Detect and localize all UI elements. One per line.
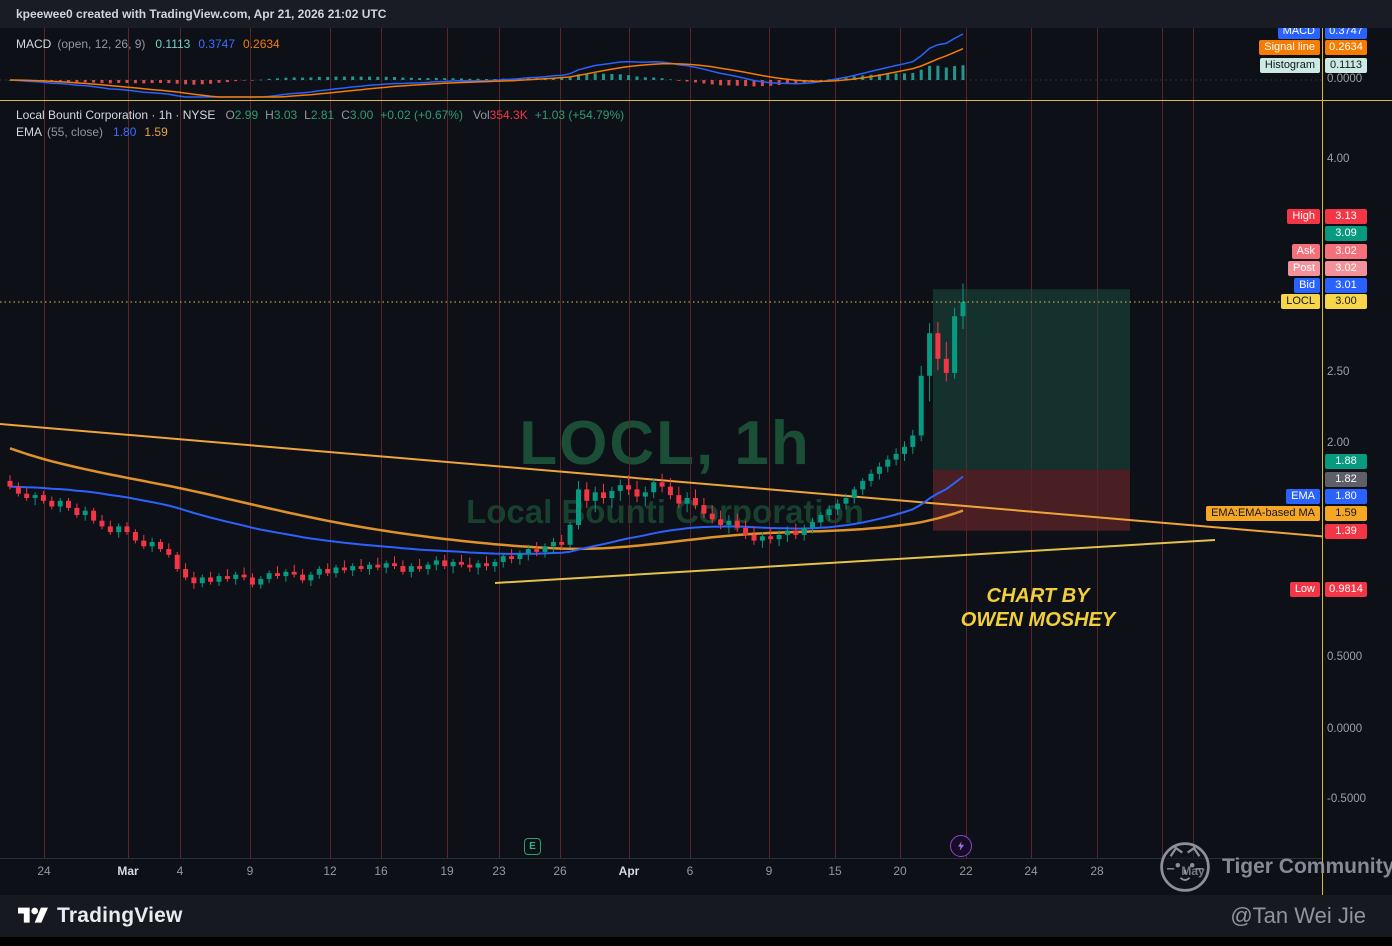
time-axis-label: 26 [553, 864, 567, 878]
time-axis-label: 16 [374, 864, 388, 878]
legend-token: 2.81 [310, 108, 335, 122]
attribution-bar: kpeewee0 created with TradingView.com, A… [0, 0, 1392, 28]
earnings-letter: E [529, 841, 536, 852]
macd-histogram [8, 65, 965, 87]
pane-separator [0, 100, 1392, 101]
community-label: Tiger Community [1222, 855, 1392, 878]
attribution-text: kpeewee0 created with TradingView.com, A… [16, 7, 387, 21]
time-axis-label: May [1181, 864, 1204, 878]
time-axis-label: 9 [246, 864, 254, 878]
vertical-gridline [1162, 28, 1163, 858]
vertical-gridline [690, 28, 691, 858]
time-axis-label: 9 [765, 864, 773, 878]
symbol-legend: Local Bounti Corporation · 1h · NYSE O2.9… [16, 108, 624, 122]
legend-token: 0.2634 [243, 37, 280, 51]
lightning-bolt-glyph [958, 841, 964, 851]
legend-token: 0.1113 [155, 37, 191, 51]
legend-token: 1.80 [113, 125, 137, 139]
tradingview-logo[interactable] [18, 904, 48, 928]
legend-token: 3.03 [273, 108, 298, 122]
legend-token: Vol [472, 108, 490, 122]
macd-pane[interactable] [0, 28, 1322, 100]
time-axis-label: 4 [176, 864, 184, 878]
annotation-line1: CHART BY [986, 585, 1090, 607]
legend-token: 2.99 [234, 108, 259, 122]
legend-token: L [304, 108, 311, 122]
time-axis-label: 20 [893, 864, 907, 878]
legend-token: (55, close) [47, 125, 104, 139]
legend-token: 3.00 [349, 108, 374, 122]
price-pane[interactable] [0, 100, 1322, 858]
vertical-gridline [44, 28, 45, 858]
tiger-logo-icon [1160, 842, 1210, 892]
time-axis-label: 19 [440, 864, 454, 878]
macd-legend: MACD (open, 12, 26, 9) 0.1113 0.3747 0.2634 [16, 37, 280, 51]
time-axis-separator [0, 858, 1322, 859]
lightning-icon[interactable] [950, 835, 972, 857]
legend-token: +0.02 (+0.67%) [380, 108, 463, 122]
time-axis-label: 24 [1024, 864, 1038, 878]
time-axis-label: 15 [828, 864, 842, 878]
ema-based-ma-line [9, 447, 964, 551]
macd-signal-line [9, 48, 964, 98]
earnings-icon[interactable]: E [524, 838, 541, 855]
macd-line [9, 33, 964, 98]
time-axis-label: 22 [959, 864, 973, 878]
time-axis-label: 6 [686, 864, 694, 878]
legend-token: (open, 12, 26, 9) [57, 37, 146, 51]
legend-token: H [265, 108, 274, 122]
time-axis-label: 28 [1090, 864, 1104, 878]
legend-token: 354.3K [489, 108, 528, 122]
footer-bar: TradingView @Tan Wei Jie [0, 895, 1392, 937]
legend-token: MACD [16, 37, 52, 51]
time-axis-label: Apr [618, 864, 640, 878]
price-axis[interactable] [1322, 28, 1392, 895]
chart-annotation: CHART BY OWEN MOSHEY [902, 584, 1174, 632]
vertical-gridline [128, 28, 129, 858]
legend-token: 1.59 [144, 125, 168, 139]
time-axis-label: 12 [323, 864, 337, 878]
candles [7, 283, 966, 589]
annotation-line2: OWEN MOSHEY [960, 609, 1116, 631]
vertical-gridline [769, 28, 770, 858]
position-target-box [933, 289, 1130, 470]
vertical-gridline [499, 28, 500, 858]
user-handle: @Tan Wei Jie [1230, 903, 1366, 928]
legend-token: Local Bounti Corporation · 1h · NYSE [16, 108, 216, 122]
vertical-gridline [1193, 28, 1194, 858]
time-axis[interactable] [0, 858, 1322, 895]
legend-token: EMA [16, 125, 43, 139]
legend-token: +1.03 (+54.79%) [534, 108, 625, 122]
vertical-gridline [447, 28, 448, 858]
time-axis-label: 24 [37, 864, 51, 878]
trendline [494, 539, 1216, 584]
vertical-gridline [900, 28, 901, 858]
ema-legend: EMA (55, close) 1.80 1.59 [16, 125, 168, 139]
time-axis-label: 23 [492, 864, 506, 878]
vertical-gridline [629, 28, 630, 858]
legend-token: O [225, 108, 235, 122]
vertical-gridline [330, 28, 331, 858]
vertical-gridline [560, 28, 561, 858]
brand-name[interactable]: TradingView [57, 904, 183, 927]
community-watermark: Tiger Community [1158, 840, 1392, 894]
legend-token: C [341, 108, 350, 122]
vertical-gridline [835, 28, 836, 858]
vertical-gridline [250, 28, 251, 858]
time-axis-label: Mar [117, 864, 139, 878]
legend-token: 0.3747 [198, 37, 236, 51]
position-stop-box [933, 469, 1130, 531]
bottom-strip [0, 937, 1392, 946]
vertical-gridline [180, 28, 181, 858]
trendline [0, 423, 1322, 538]
vertical-gridline [381, 28, 382, 858]
